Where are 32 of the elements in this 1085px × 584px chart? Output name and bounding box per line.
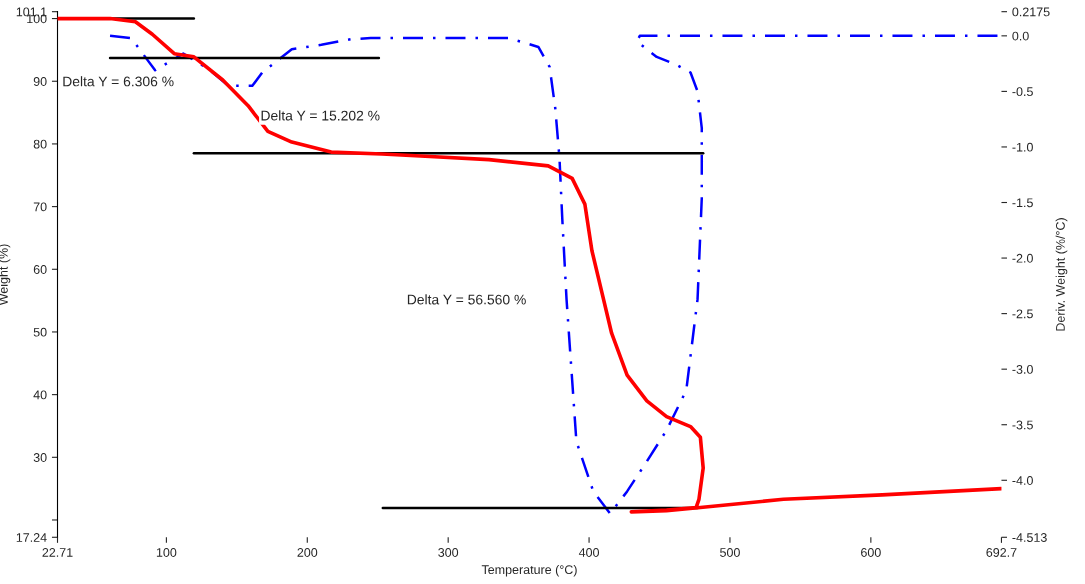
annotation: Delta Y = 56.560 % xyxy=(407,294,526,305)
y-tick-label: 30 xyxy=(33,453,47,462)
x-tick-label: 500 xyxy=(720,548,740,557)
y-tick-label: 90 xyxy=(33,77,47,86)
y2-tick-label: -3.0 xyxy=(1012,364,1033,374)
y2-tick-label: -1.5 xyxy=(1012,198,1033,208)
y-tick-label: 40 xyxy=(33,390,47,400)
annotation: Delta Y = 15.202 % xyxy=(261,110,380,121)
y-tick-label: 60 xyxy=(33,265,47,274)
annotation: Delta Y = 6.306 % xyxy=(63,76,174,87)
y2-tick-label: -4.0 xyxy=(1012,476,1033,485)
y2-tick-label: -2.0 xyxy=(1012,253,1033,263)
x-tick-label: 692.7 xyxy=(986,548,1017,557)
x-tick-label: 200 xyxy=(297,548,318,557)
y2-tick-label: -4.513 xyxy=(1012,533,1047,542)
y2-tick-label: -0.5 xyxy=(1012,87,1033,97)
y-tick-label: 17.24 xyxy=(16,533,47,542)
x-tick-label: 100 xyxy=(156,548,177,557)
y-tick-label: 50 xyxy=(33,327,47,337)
y2-tick-label: 0.2175 xyxy=(1012,7,1050,17)
x-tick-label: 400 xyxy=(578,548,600,557)
x-axis-title: Temperature (°C) xyxy=(481,564,577,577)
x-tick-label: 600 xyxy=(861,548,881,557)
y2-tick-label: -3.5 xyxy=(1012,420,1033,430)
y2-tick-label: 0.0 xyxy=(1012,31,1029,41)
y2-tick-label: -2.5 xyxy=(1012,309,1033,319)
y2-axis-title: Deriv. Weight (%/°C) xyxy=(1055,218,1068,331)
y-tick-label: 80 xyxy=(33,139,47,149)
y-tick-label: 70 xyxy=(33,202,47,212)
y2-tick-label: -1.0 xyxy=(1012,142,1033,152)
x-tick-label: 300 xyxy=(438,548,459,557)
x-tick-label: 22.71 xyxy=(42,548,73,557)
